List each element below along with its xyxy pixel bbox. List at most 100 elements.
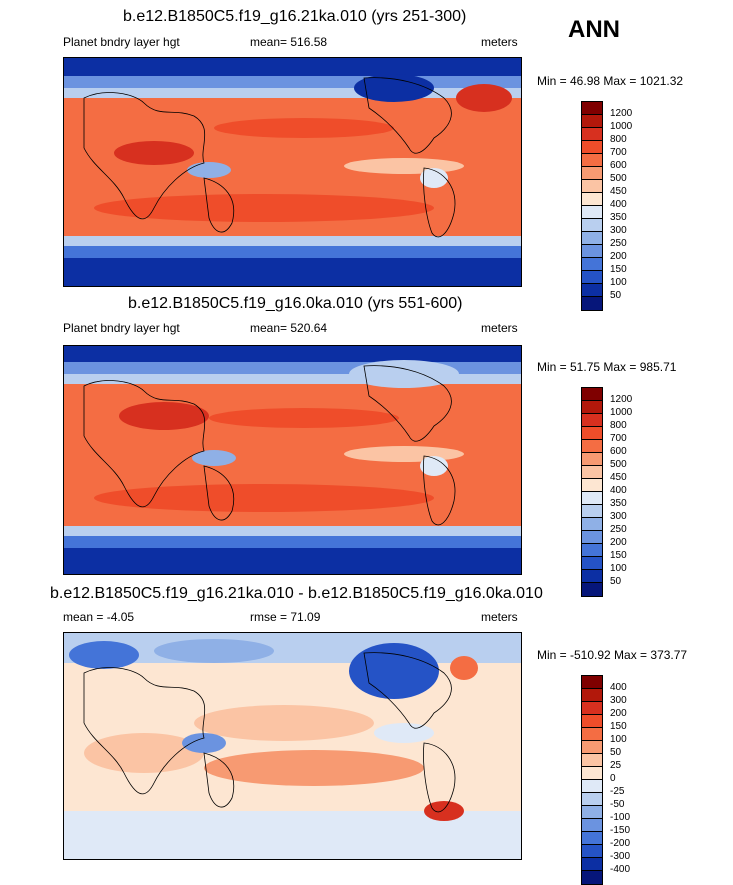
colorbar-swatch — [582, 401, 602, 414]
colorbar-label: 150 — [610, 721, 627, 732]
panel-2-colorbar — [581, 387, 603, 597]
colorbar-label: -300 — [610, 851, 631, 862]
colorbar-swatch — [582, 793, 602, 806]
colorbar-label: 50 — [610, 290, 622, 301]
colorbar-label: 200 — [610, 537, 627, 548]
panel-1-colorbar — [581, 101, 603, 311]
colorbar-label: 400 — [610, 682, 627, 693]
colorbar-label: 500 — [610, 459, 627, 470]
panel-1-map-field — [64, 58, 521, 286]
colorbar-label: 300 — [610, 511, 627, 522]
colorbar-swatch — [582, 505, 602, 518]
colorbar-label: 800 — [610, 420, 627, 431]
colorbar-label: 0 — [610, 773, 616, 784]
colorbar-swatch — [582, 232, 602, 245]
colorbar-label: -200 — [610, 838, 631, 849]
panel-3-title: b.e12.B1850C5.f19_g16.21ka.010 - b.e12.B… — [50, 585, 543, 602]
colorbar-swatch — [582, 544, 602, 557]
colorbar-label: 100 — [610, 734, 627, 745]
panel-1-units: meters — [481, 35, 518, 49]
panel-3-minmax: Min = -510.92 Max = 373.77 — [537, 648, 688, 662]
colorbar-label: 800 — [610, 134, 627, 145]
colorbar-swatch — [582, 518, 602, 531]
colorbar-swatch — [582, 570, 602, 583]
colorbar-label: 600 — [610, 160, 627, 171]
panel-1-map — [63, 57, 522, 287]
colorbar-label: 1200 — [610, 394, 633, 405]
colorbar-swatch — [582, 206, 602, 219]
colorbar-label: 200 — [610, 251, 627, 262]
panel-3-map — [63, 632, 522, 860]
season-label: ANN — [568, 16, 620, 43]
colorbar-swatch — [582, 440, 602, 453]
colorbar-swatch — [582, 767, 602, 780]
colorbar-swatch — [582, 492, 602, 505]
colorbar-swatch — [582, 154, 602, 167]
colorbar-label: 50 — [610, 747, 622, 758]
colorbar-swatch — [582, 466, 602, 479]
panel-1-variable-label: Planet bndry layer hgt — [63, 35, 180, 49]
colorbar-swatch — [582, 780, 602, 793]
colorbar-swatch — [582, 245, 602, 258]
colorbar-swatch — [582, 102, 602, 115]
colorbar-swatch — [582, 728, 602, 741]
colorbar-swatch — [582, 271, 602, 284]
panel-1-minmax: Min = 46.98 Max = 1021.32 — [537, 74, 684, 88]
colorbar-label: 1000 — [610, 407, 633, 418]
colorbar-swatch — [582, 715, 602, 728]
colorbar-label: 350 — [610, 498, 627, 509]
colorbar-swatch — [582, 819, 602, 832]
colorbar-swatch — [582, 414, 602, 427]
colorbar-swatch — [582, 858, 602, 871]
colorbar-swatch — [582, 832, 602, 845]
colorbar-swatch — [582, 297, 602, 310]
panel-2-mean: mean= 520.64 — [250, 321, 328, 335]
colorbar-label: 150 — [610, 264, 627, 275]
panel-3-colorbar — [581, 675, 603, 885]
colorbar-swatch — [582, 284, 602, 297]
colorbar-swatch — [582, 676, 602, 689]
colorbar-label: 1200 — [610, 108, 633, 119]
panel-2-map-field — [64, 346, 521, 574]
colorbar-swatch — [582, 180, 602, 193]
colorbar-swatch — [582, 754, 602, 767]
panel-3-mean: mean = -4.05 — [63, 610, 135, 624]
colorbar-swatch — [582, 141, 602, 154]
colorbar-label: 300 — [610, 225, 627, 236]
colorbar-label: 400 — [610, 199, 627, 210]
panel-1-title: b.e12.B1850C5.f19_g16.21ka.010 (yrs 251-… — [123, 8, 467, 25]
colorbar-swatch — [582, 427, 602, 440]
colorbar-label: 250 — [610, 238, 627, 249]
colorbar-label: 350 — [610, 212, 627, 223]
colorbar-label: 700 — [610, 433, 627, 444]
colorbar-label: 300 — [610, 695, 627, 706]
panel-2-minmax: Min = 51.75 Max = 985.71 — [537, 360, 677, 374]
panel-2-map — [63, 345, 522, 575]
colorbar-label: 250 — [610, 524, 627, 535]
colorbar-label: 50 — [610, 576, 622, 587]
panel-3-rmse: rmse = 71.09 — [250, 610, 321, 624]
panel-2-title: b.e12.B1850C5.f19_g16.0ka.010 (yrs 551-6… — [128, 295, 463, 312]
colorbar-swatch — [582, 845, 602, 858]
colorbar-label: -150 — [610, 825, 631, 836]
colorbar-swatch — [582, 689, 602, 702]
colorbar-label: 200 — [610, 708, 627, 719]
colorbar-swatch — [582, 479, 602, 492]
colorbar-swatch — [582, 702, 602, 715]
colorbar-label: 100 — [610, 277, 627, 288]
colorbar-label: 150 — [610, 550, 627, 561]
colorbar-label: 25 — [610, 760, 622, 771]
colorbar-swatch — [582, 219, 602, 232]
colorbar-label: -25 — [610, 786, 625, 797]
colorbar-swatch — [582, 388, 602, 401]
colorbar-swatch — [582, 583, 602, 596]
colorbar-label: 500 — [610, 173, 627, 184]
panel-3-units: meters — [481, 610, 518, 624]
colorbar-swatch — [582, 741, 602, 754]
colorbar-label: 100 — [610, 563, 627, 574]
colorbar-swatch — [582, 557, 602, 570]
colorbar-label: 600 — [610, 446, 627, 457]
colorbar-label: 450 — [610, 186, 627, 197]
colorbar-label: 700 — [610, 147, 627, 158]
colorbar-swatch — [582, 115, 602, 128]
